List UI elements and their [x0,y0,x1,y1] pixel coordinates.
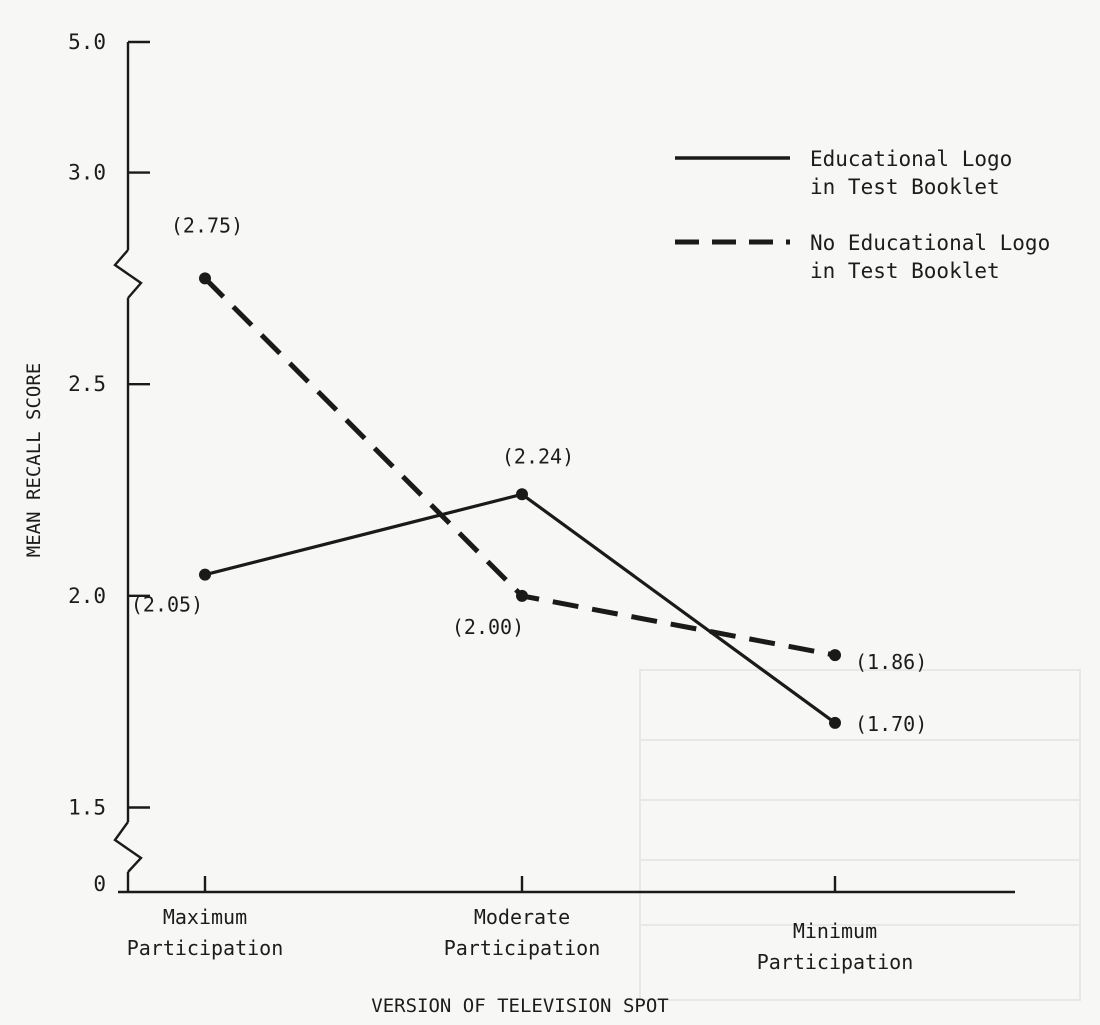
legend: Educational Logo in Test Booklet No Educat… [675,147,1050,283]
series-line-educational-logo [204,492,836,725]
data-label: (1.70) [855,712,927,736]
data-series [199,272,841,729]
data-point [516,589,528,602]
scan-bleed-through [639,669,1081,1001]
x-tick-label: Minimum [793,919,877,943]
y-tick-label: 3.0 [68,161,106,185]
x-tick-label: Participation [444,936,601,960]
x-tick-label: Participation [757,950,914,974]
data-point [516,488,528,501]
data-labels: (2.05) (2.24) (1.70) (2.75) (2.00) (1.86) [131,213,927,735]
y-axis-ticks: 0 1.5 2.0 2.5 3.0 5.0 [68,30,150,896]
y-axis-break-lower [113,821,143,873]
legend-label: No Educational Logo [810,231,1050,255]
y-tick-label: 5.0 [68,30,106,54]
data-label: (2.75) [171,213,243,237]
y-tick-label: 2.0 [68,584,106,608]
legend-label: in Test Booklet [810,175,1000,199]
x-tick-label: Maximum [163,905,247,929]
x-tick-label: Moderate [474,905,570,929]
y-tick-label: 0 [93,872,106,896]
y-tick-label: 2.5 [68,372,106,396]
data-label: (1.86) [855,650,927,674]
data-point [199,568,211,581]
data-point [829,649,841,662]
data-label: (2.00) [452,615,524,639]
x-axis-label: VERSION OF TELEVISION SPOT [371,995,668,1017]
y-axis-label: MEAN RECALL SCORE [23,363,45,557]
y-tick-label: 1.5 [68,796,106,820]
data-point [199,272,211,285]
data-label: (2.24) [502,444,574,468]
data-label: (2.05) [131,593,203,617]
y-axis-break-upper [113,249,143,299]
x-tick-label: Participation [127,936,284,960]
x-axis-ticks: Maximum Participation Moderate Participatio… [127,876,914,974]
legend-label: in Test Booklet [810,259,1000,283]
data-point [829,716,841,729]
legend-label: Educational Logo [810,147,1012,171]
chart-axes [113,42,1015,894]
